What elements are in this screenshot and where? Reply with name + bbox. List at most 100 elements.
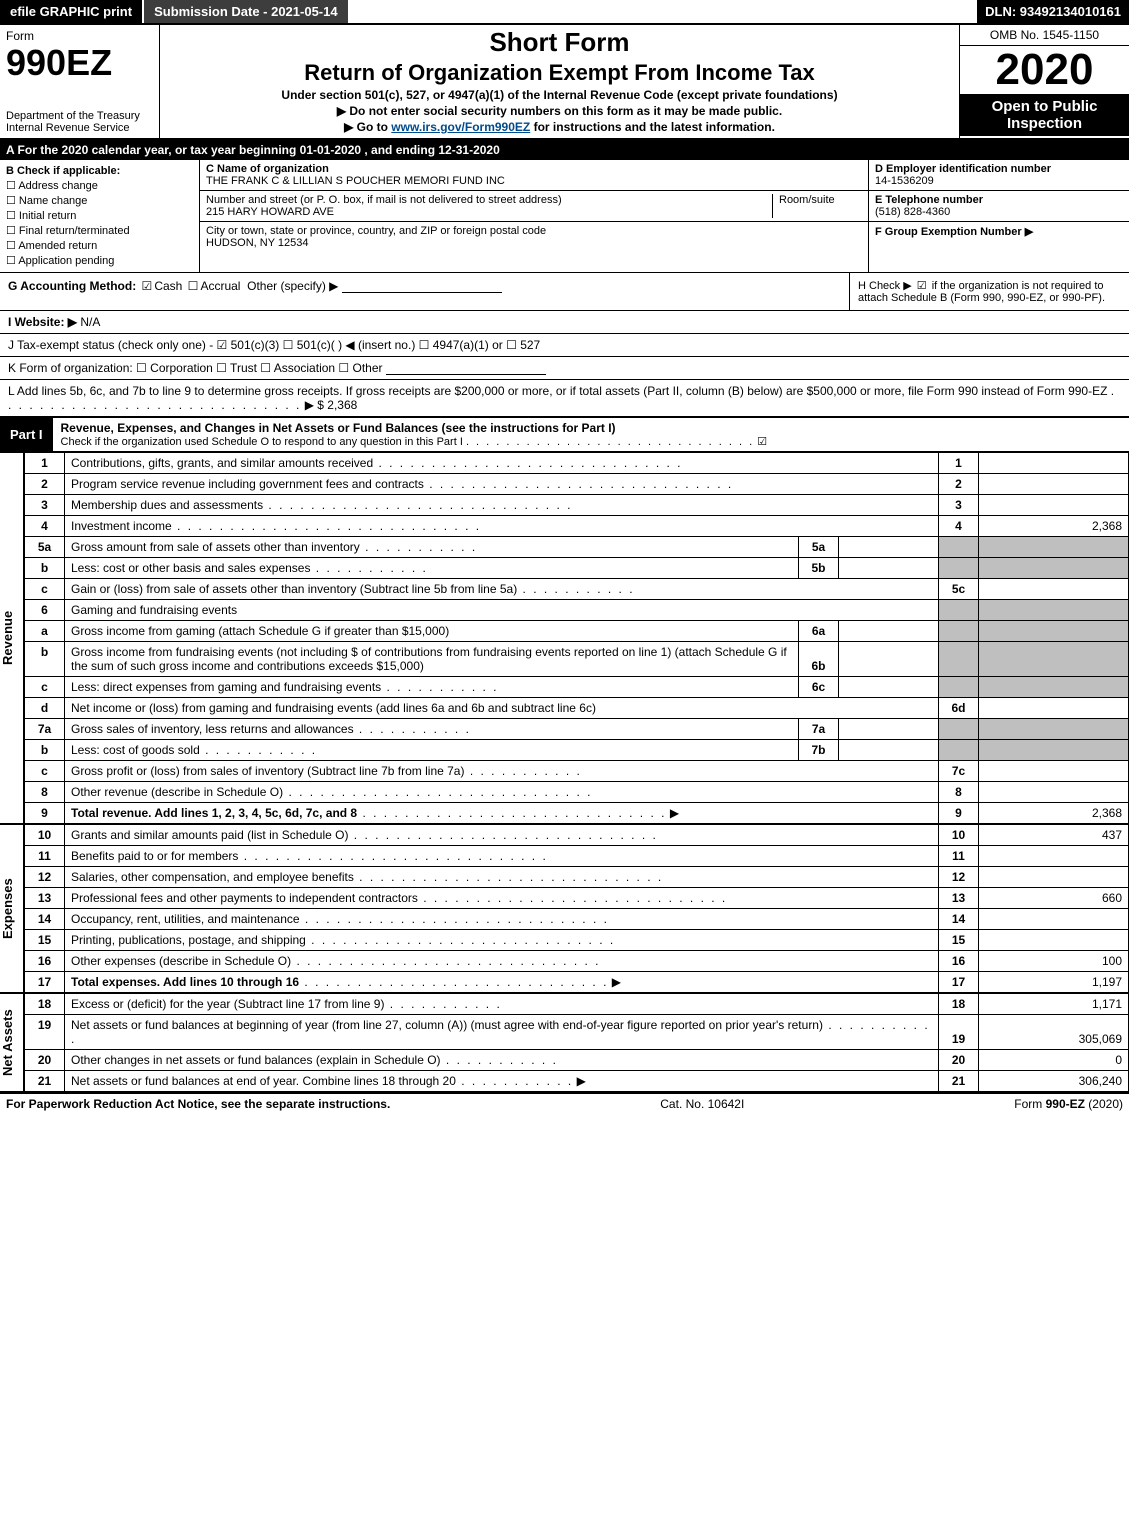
- ln-text: Other changes in net assets or fund bala…: [65, 1050, 939, 1071]
- ln-num: 13: [25, 888, 65, 909]
- mid-num: 7b: [799, 740, 839, 761]
- part-1-title-text: Revenue, Expenses, and Changes in Net As…: [61, 421, 616, 435]
- dept-line: Department of the Treasury: [6, 110, 153, 122]
- line-18: 18 Excess or (deficit) for the year (Sub…: [25, 994, 1129, 1015]
- ln-text: Occupancy, rent, utilities, and maintena…: [65, 909, 939, 930]
- mid-num: 6c: [799, 677, 839, 698]
- form-header-center: Short Form Return of Organization Exempt…: [160, 25, 959, 138]
- dots: [517, 582, 634, 596]
- meta-rows: I Website: ▶ N/A J Tax-exempt status (ch…: [0, 311, 1129, 417]
- ln-text: Gross sales of inventory, less returns a…: [65, 719, 799, 740]
- ln-num: d: [25, 698, 65, 719]
- chk-amended-return[interactable]: Amended return: [6, 239, 193, 252]
- ln-box: 9: [939, 803, 979, 824]
- t: Occupancy, rent, utilities, and maintena…: [71, 912, 300, 926]
- entity-info-grid: B Check if applicable: Address change Na…: [0, 160, 1129, 273]
- ln-text: Net assets or fund balances at end of ye…: [65, 1071, 939, 1092]
- t: Excess or (deficit) for the year (Subtra…: [71, 997, 384, 1011]
- dots: [381, 680, 498, 694]
- street-label: Number and street (or P. O. box, if mail…: [206, 194, 562, 206]
- footer-right: Form 990-EZ (2020): [1014, 1097, 1123, 1111]
- line-14: 14 Occupancy, rent, utilities, and maint…: [25, 909, 1129, 930]
- ln-val: [979, 761, 1129, 782]
- line-6b: b Gross income from fundraising events (…: [25, 642, 1129, 677]
- dots: [464, 764, 581, 778]
- chk-cash[interactable]: [140, 279, 155, 293]
- dots: [283, 785, 592, 799]
- dln-label: DLN: 93492134010161: [977, 0, 1129, 23]
- ln-val: 306,240: [979, 1071, 1129, 1092]
- t: Less: cost or other basis and sales expe…: [71, 561, 310, 575]
- ln-val: [979, 453, 1129, 474]
- ln-box: 3: [939, 495, 979, 516]
- l-gross-receipts-row: L Add lines 5b, 6c, and 7b to line 9 to …: [0, 380, 1129, 416]
- submission-date-button[interactable]: Submission Date - 2021-05-14: [144, 0, 348, 23]
- ln-num: b: [25, 740, 65, 761]
- ln-val: 437: [979, 825, 1129, 846]
- ln-val: 660: [979, 888, 1129, 909]
- part-1-tab: Part I: [0, 424, 53, 445]
- line-11: 11 Benefits paid to or for members 11: [25, 846, 1129, 867]
- ln-val: [979, 579, 1129, 600]
- footer-left-text: For Paperwork Reduction Act Notice, see …: [6, 1097, 390, 1111]
- chk-accrual[interactable]: [186, 279, 201, 293]
- line-9: 9 Total revenue. Add lines 1, 2, 3, 4, 5…: [25, 803, 1129, 824]
- box-b: B Check if applicable: Address change Na…: [0, 160, 200, 272]
- line-5b: b Less: cost or other basis and sales ex…: [25, 558, 1129, 579]
- ln-num: 3: [25, 495, 65, 516]
- chk-address-change[interactable]: Address change: [6, 179, 193, 192]
- line-3: 3 Membership dues and assessments 3: [25, 495, 1129, 516]
- i-website-row: I Website: ▶ N/A: [0, 311, 1129, 334]
- ein-cell: D Employer identification number 14-1536…: [869, 160, 1129, 191]
- shade: [939, 719, 979, 740]
- no-ssn-warning: ▶ Do not enter social security numbers o…: [168, 104, 951, 118]
- ln-box: 10: [939, 825, 979, 846]
- k-other-input[interactable]: [386, 363, 546, 375]
- mid-num: 5b: [799, 558, 839, 579]
- chk-application-pending[interactable]: Application pending: [6, 254, 193, 267]
- ln-text: Less: direct expenses from gaming and fu…: [65, 677, 799, 698]
- t: Membership dues and assessments: [71, 498, 263, 512]
- line-7b: b Less: cost of goods sold 7b: [25, 740, 1129, 761]
- dots: [456, 1074, 573, 1088]
- line-7c: c Gross profit or (loss) from sales of i…: [25, 761, 1129, 782]
- mid-val: [839, 621, 939, 642]
- ln-text: Contributions, gifts, grants, and simila…: [65, 453, 939, 474]
- city-label: City or town, state or province, country…: [206, 225, 546, 237]
- open-to-public: Open to Public Inspection: [960, 94, 1129, 136]
- ln-val: 0: [979, 1050, 1129, 1071]
- ln-val: [979, 930, 1129, 951]
- t: Other expenses (describe in Schedule O): [71, 954, 291, 968]
- dots: [360, 540, 477, 554]
- return-title: Return of Organization Exempt From Incom…: [168, 60, 951, 86]
- line-6c: c Less: direct expenses from gaming and …: [25, 677, 1129, 698]
- mid-num: 7a: [799, 719, 839, 740]
- efile-print-button[interactable]: efile GRAPHIC print: [0, 0, 142, 23]
- t: Benefits paid to or for members: [71, 849, 238, 863]
- other-specify-input[interactable]: [342, 281, 502, 293]
- chk-initial-return[interactable]: Initial return: [6, 209, 193, 222]
- shade: [939, 558, 979, 579]
- ln-box: 5c: [939, 579, 979, 600]
- t: Program service revenue including govern…: [71, 477, 424, 491]
- chk-name-change[interactable]: Name change: [6, 194, 193, 207]
- line-8: 8 Other revenue (describe in Schedule O)…: [25, 782, 1129, 803]
- top-toolbar: efile GRAPHIC print Submission Date - 20…: [0, 0, 1129, 25]
- chk-final-return[interactable]: Final return/terminated: [6, 224, 193, 237]
- part-1-sub-check[interactable]: ☑: [757, 436, 767, 448]
- dots: [373, 456, 682, 470]
- ln-num: c: [25, 761, 65, 782]
- chk-schedule-b-not-required[interactable]: [915, 280, 929, 292]
- dots: [384, 997, 501, 1011]
- ln-box: 15: [939, 930, 979, 951]
- dots: [306, 933, 615, 947]
- line-5a: 5a Gross amount from sale of assets othe…: [25, 537, 1129, 558]
- accrual-label: Accrual: [200, 279, 240, 293]
- shade: [979, 719, 1129, 740]
- ln-num: 1: [25, 453, 65, 474]
- dots: [418, 891, 727, 905]
- mid-val: [839, 740, 939, 761]
- mid-num: 6b: [799, 642, 839, 677]
- phone-label: E Telephone number: [875, 194, 983, 206]
- irs-link[interactable]: www.irs.gov/Form990EZ: [391, 120, 530, 134]
